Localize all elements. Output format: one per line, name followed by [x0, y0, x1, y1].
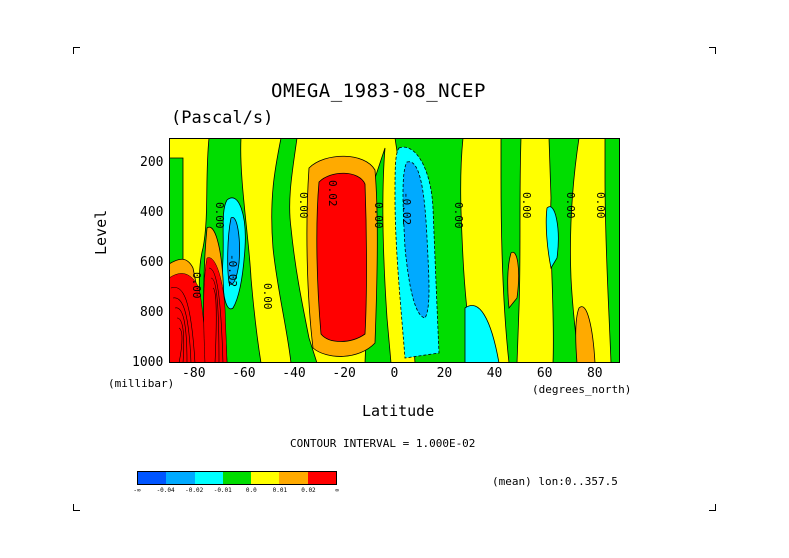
x-tick-label: 60: [536, 366, 553, 381]
colorbar-swatch: [251, 472, 280, 484]
colorbar-swatch: [222, 472, 252, 484]
y-tick-label: 200: [140, 155, 164, 170]
contour-label: 0.00: [520, 192, 533, 219]
colorbar-swatch: [194, 472, 223, 484]
y-tick-label: 600: [140, 255, 164, 270]
colorbar: [137, 471, 337, 485]
x-tick-label: 80: [586, 366, 603, 381]
colorbar-label: -0.02: [185, 487, 204, 494]
colorbar-swatch: [279, 472, 308, 484]
crop-mark-top-left: [73, 47, 80, 54]
colorbar-label: 0.0: [245, 487, 257, 494]
contour-label: 0.00: [261, 283, 274, 310]
colorbar-label: 0.02: [301, 487, 316, 494]
colorbar-swatch: [138, 472, 167, 484]
y-tick-label: 800: [140, 305, 164, 320]
y-tick-label: 400: [140, 205, 164, 220]
x-tick-label: -40: [282, 366, 306, 381]
chart-units: (Pascal/s): [171, 108, 274, 128]
colorbar-label: ∞: [335, 487, 339, 494]
x-tick-label: 20: [436, 366, 453, 381]
crop-mark-top-right: [709, 47, 716, 54]
contour-label: 0.00: [297, 192, 310, 219]
crop-mark-bottom-left: [73, 504, 80, 511]
colorbar-label: 0.01: [272, 487, 288, 494]
contour-label: 0.02: [326, 180, 339, 207]
x-tick-label: -80: [182, 366, 206, 381]
contour-label: -0.02: [226, 254, 239, 287]
contour-label: 0.00: [190, 272, 203, 299]
x-tick-label: -60: [232, 366, 256, 381]
mean-note: (mean) lon:0..357.5: [492, 475, 618, 488]
contour-plot: 0.00 0.00 0.00 0.02 0.00 -0.02 0.00 0.00…: [169, 138, 620, 363]
contour-label: -0.02: [400, 192, 413, 225]
contour-label: 0.00: [372, 202, 385, 229]
contour-label: 0.00: [564, 192, 577, 219]
colorbar-label: -∞: [133, 487, 141, 494]
chart-title: OMEGA_1983-08_NCEP: [271, 80, 486, 102]
colorbar-labels: -∞ -0.04 -0.02 -0.01 0.0 0.01 0.02 ∞: [133, 487, 339, 497]
y-axis-label: Level: [92, 209, 110, 255]
x-axis-label: Latitude: [362, 402, 435, 420]
x-axis-units: (degrees_north): [532, 383, 632, 396]
y-tick-label: 1000: [132, 355, 164, 370]
x-tick-label: -20: [332, 366, 356, 381]
colorbar-label: -0.01: [213, 487, 232, 494]
crop-mark-bottom-right: [709, 504, 716, 511]
contour-label: 0.00: [594, 192, 607, 219]
y-axis-units: (millibar): [108, 377, 175, 390]
x-tick-label: 0: [390, 366, 399, 381]
colorbar-label: -0.04: [156, 487, 175, 494]
colorbar-swatch: [307, 472, 336, 484]
x-tick-label: 40: [486, 366, 503, 381]
contour-label: 0.00: [213, 202, 226, 229]
contour-interval: CONTOUR INTERVAL = 1.000E-02: [290, 437, 476, 450]
colorbar-swatch: [166, 472, 195, 484]
contour-label: 0.00: [452, 202, 465, 229]
